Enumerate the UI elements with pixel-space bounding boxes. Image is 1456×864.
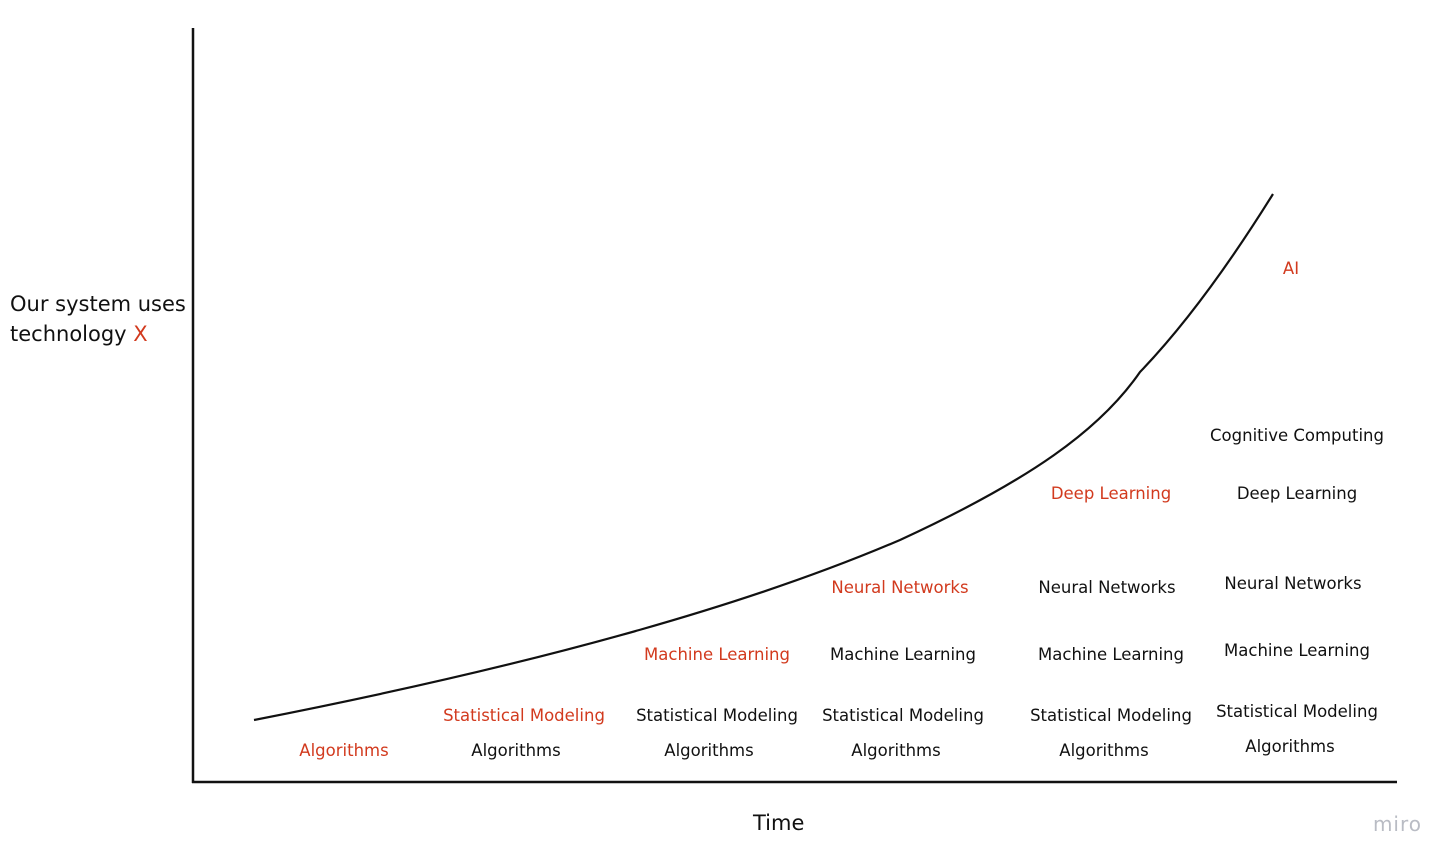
y-axis-label: Our system uses technology X — [10, 289, 186, 349]
stage-4-item: Machine Learning — [830, 645, 976, 664]
stage-6-item: Deep Learning — [1236, 484, 1358, 503]
stage-2-item: Algorithms — [471, 741, 561, 760]
y-axis-label-line1: Our system uses — [10, 292, 186, 316]
miro-watermark: miro — [1372, 812, 1422, 836]
stage-6-highlight: AI — [1282, 259, 1300, 278]
stage-5-item: Machine Learning — [1038, 645, 1184, 664]
growth-curve — [253, 193, 1274, 722]
stage-5-highlight: Deep Learning — [1050, 484, 1172, 503]
stage-6-item: Machine Learning — [1224, 641, 1370, 660]
stage-3-highlight: Machine Learning — [644, 645, 790, 664]
stage-1-highlight: Algorithms — [299, 741, 389, 760]
stage-4-item: Algorithms — [851, 741, 941, 760]
stage-3-item: Statistical Modeling — [636, 706, 798, 725]
y-axis-label-text: technology — [10, 322, 127, 346]
stage-4-highlight: Neural Networks — [831, 578, 969, 597]
stage-5-item: Algorithms — [1059, 741, 1149, 760]
y-axis-label-highlight: X — [133, 322, 148, 346]
stage-3-item: Algorithms — [664, 741, 754, 760]
stage-2-highlight: Statistical Modeling — [443, 706, 605, 725]
stage-5-item: Neural Networks — [1038, 578, 1176, 597]
stage-6-item: Cognitive Computing — [1210, 426, 1384, 445]
stage-5-item: Statistical Modeling — [1030, 706, 1192, 725]
y-axis-label-line2: technology X — [10, 319, 186, 349]
stage-6-item: Statistical Modeling — [1216, 702, 1378, 721]
stage-6-item: Neural Networks — [1224, 574, 1362, 593]
stage-4-item: Statistical Modeling — [822, 706, 984, 725]
x-axis-label: Time — [753, 811, 805, 835]
stage-6-item: Algorithms — [1245, 737, 1335, 756]
